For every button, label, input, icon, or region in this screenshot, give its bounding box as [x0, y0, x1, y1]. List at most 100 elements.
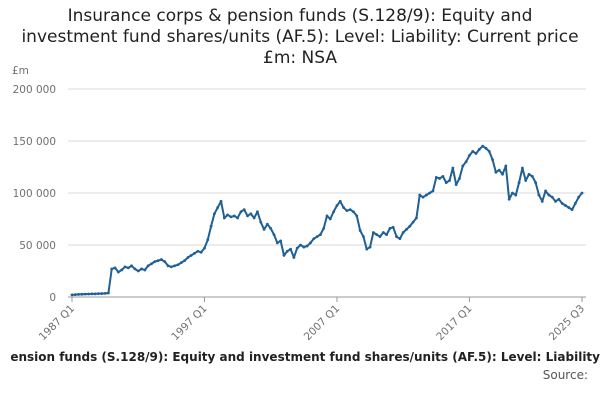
data-point — [338, 199, 342, 203]
data-point — [269, 226, 273, 230]
data-point — [160, 258, 163, 261]
data-point — [163, 260, 167, 264]
data-point — [285, 249, 289, 253]
data-point — [242, 208, 246, 212]
data-point — [133, 267, 137, 271]
data-point — [507, 197, 511, 201]
data-point — [173, 264, 177, 268]
data-point — [295, 246, 299, 250]
x-tick-label: 1987 Q1 — [37, 303, 77, 343]
data-point — [461, 164, 465, 168]
data-point — [226, 213, 230, 217]
data-point — [236, 216, 239, 220]
data-point — [229, 215, 233, 219]
data-point — [477, 147, 481, 151]
data-point — [302, 245, 306, 249]
data-point — [434, 176, 438, 179]
data-point — [355, 214, 359, 218]
data-point — [113, 266, 117, 270]
data-point — [73, 293, 77, 297]
data-point — [454, 183, 458, 187]
data-point — [471, 150, 475, 153]
data-point — [146, 264, 150, 268]
data-point — [431, 189, 435, 193]
data-point — [265, 222, 269, 226]
data-point — [239, 210, 243, 214]
y-tick-label: 0 — [49, 292, 56, 304]
data-point — [189, 254, 193, 257]
data-point — [411, 220, 415, 224]
y-tick-label: 100 000 — [13, 188, 56, 200]
data-point — [368, 245, 372, 249]
data-point — [401, 231, 405, 234]
data-point — [156, 259, 160, 262]
data-point — [107, 291, 110, 295]
x-tick-label: 2007 Q1 — [302, 303, 342, 343]
data-point — [116, 270, 120, 274]
data-point — [203, 246, 206, 250]
data-point — [527, 172, 531, 176]
data-point — [335, 204, 339, 207]
data-point — [209, 224, 213, 228]
data-point — [332, 210, 336, 214]
data-point — [421, 195, 425, 199]
data-point — [279, 239, 283, 243]
data-point — [150, 262, 153, 266]
data-point — [385, 233, 389, 237]
data-point — [143, 268, 147, 272]
data-point — [564, 204, 567, 207]
data-point — [468, 154, 471, 157]
data-point — [391, 225, 395, 229]
data-point — [275, 241, 279, 245]
data-point — [424, 193, 428, 197]
source: Source: — [542, 368, 588, 382]
y-tick-label: 50 000 — [19, 240, 56, 252]
data-point — [259, 220, 263, 224]
data-point — [325, 214, 329, 218]
data-point — [362, 235, 365, 239]
data-point — [282, 254, 286, 257]
data-point — [540, 199, 544, 203]
data-point — [418, 193, 422, 197]
data-point — [130, 264, 134, 268]
x-tick-label: 2017 Q1 — [434, 303, 474, 343]
data-point — [305, 244, 309, 248]
data-point — [153, 260, 157, 264]
data-point — [577, 195, 581, 199]
data-point — [371, 231, 375, 234]
data-point — [110, 267, 114, 271]
data-point — [213, 212, 216, 216]
data-point — [474, 152, 478, 155]
data-point — [312, 237, 316, 241]
data-point — [87, 292, 90, 296]
data-point — [511, 191, 514, 195]
data-point — [103, 291, 107, 295]
data-point — [93, 292, 97, 296]
chart-title: Insurance corps & pension funds (S.128/9… — [21, 6, 579, 68]
data-point — [352, 210, 355, 214]
data-point — [206, 238, 210, 242]
data-point — [348, 208, 352, 212]
data-point — [487, 150, 491, 153]
data-point — [179, 261, 183, 265]
data-point — [166, 264, 170, 268]
data-point — [580, 191, 584, 195]
data-point — [90, 292, 94, 296]
data-point — [289, 247, 292, 251]
data-point — [249, 212, 253, 216]
data-point — [309, 241, 312, 245]
data-point — [70, 293, 74, 297]
data-point — [524, 179, 528, 182]
data-point — [520, 166, 524, 170]
data-point — [342, 206, 345, 209]
data-point — [570, 208, 574, 212]
data-point — [497, 168, 501, 172]
data-point — [262, 228, 266, 231]
data-point — [481, 144, 485, 148]
data-point — [557, 197, 561, 201]
data-point — [183, 259, 186, 262]
data-point — [196, 249, 200, 253]
data-point — [299, 243, 302, 247]
data-point — [544, 189, 547, 193]
